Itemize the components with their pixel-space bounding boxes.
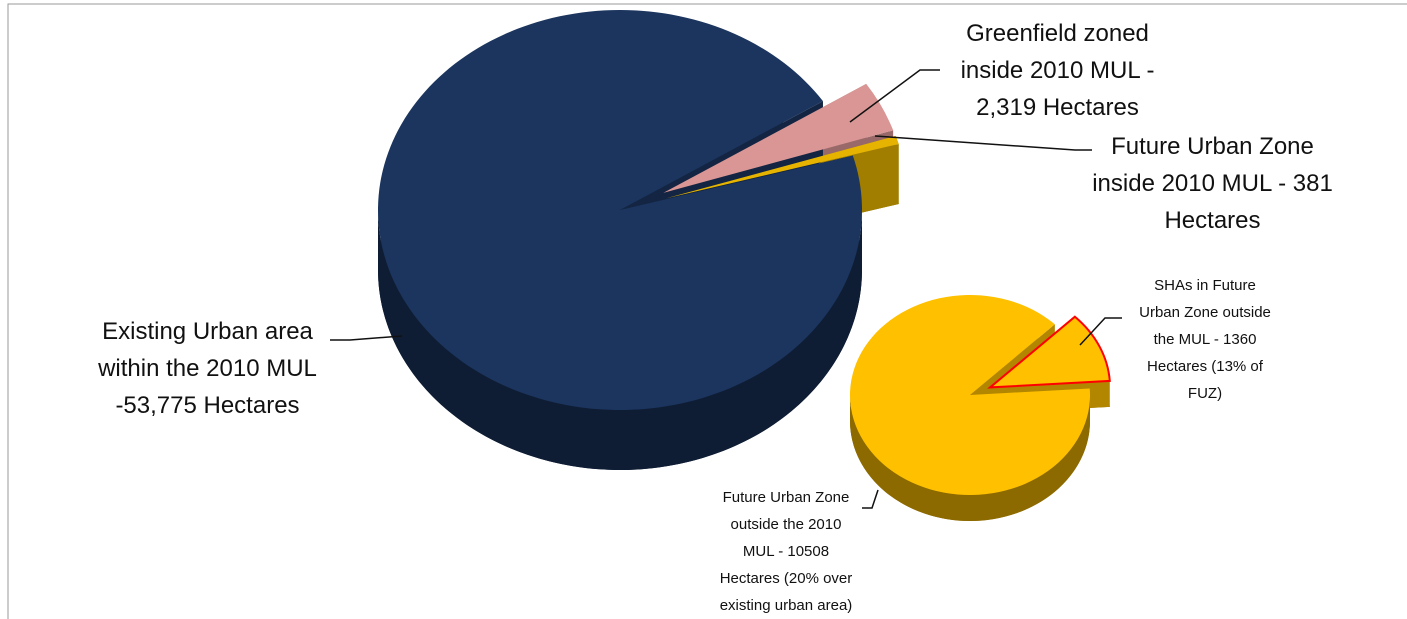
slice-rim [850,395,1090,521]
slice-label: Existing Urban area within the 2010 MUL … [98,318,317,419]
leader-line [330,335,403,341]
pie-slice [850,294,1090,495]
slice-label: SHAs in Future Urban Zone outside the MU… [1139,277,1271,402]
pie-slice [378,10,862,411]
slice-label: Future Urban Zone inside 2010 MUL - 381 … [1092,133,1333,234]
pie-slice [665,135,899,199]
leader-line [862,489,879,509]
frame [7,3,1407,619]
pie-slice [987,315,1111,389]
slice-rim [378,210,862,470]
leader-lines [330,69,1122,509]
leader-line [849,69,940,123]
slice-label: Future Urban Zone outside the 2010 MUL -… [719,489,853,614]
leader-line [874,135,1092,151]
slice-label: Greenfield zoned inside 2010 MUL - 2,319… [960,20,1155,121]
leader-line [1079,317,1122,346]
pies [377,10,1111,521]
pie-slice [663,83,894,193]
